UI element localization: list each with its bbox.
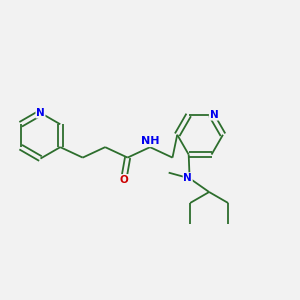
Text: NH: NH [141, 136, 159, 146]
Text: N: N [209, 110, 218, 120]
Text: N: N [183, 173, 192, 183]
Text: O: O [120, 175, 128, 185]
Text: N: N [36, 108, 45, 118]
